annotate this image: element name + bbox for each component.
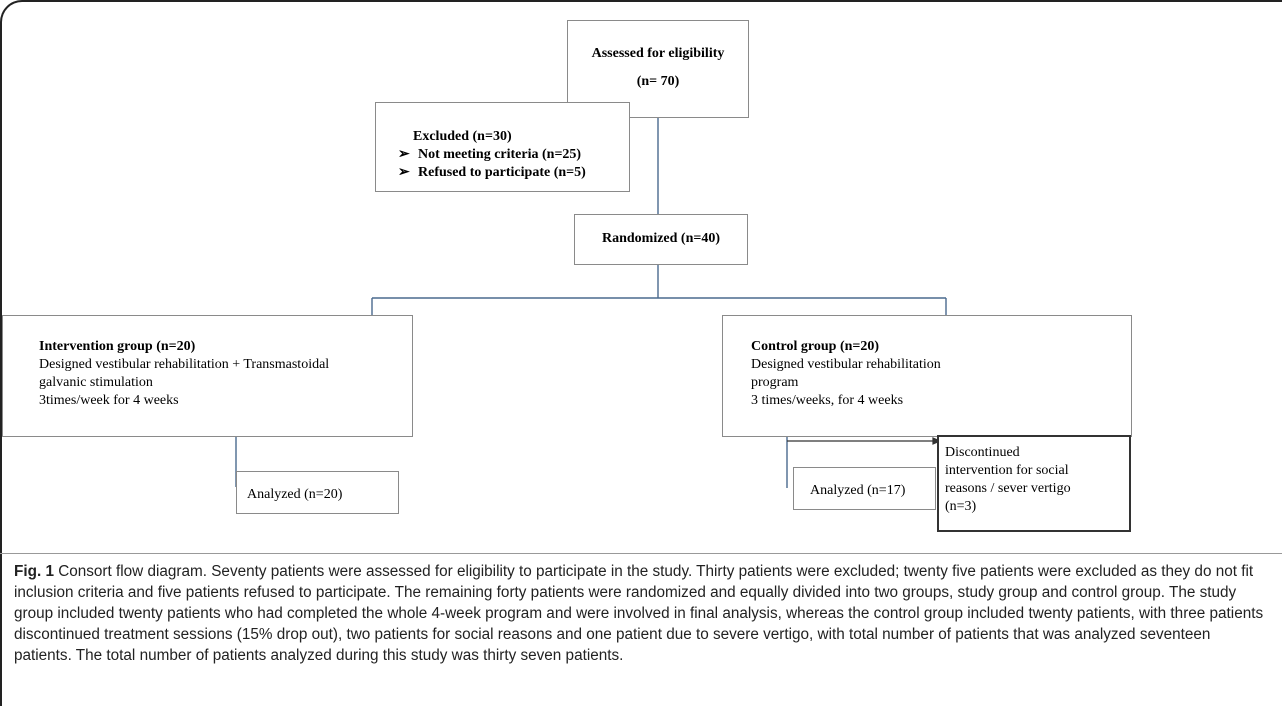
analyzed-control-box: Analyzed (n=17) bbox=[793, 467, 936, 510]
discontinued-line: (n=3) bbox=[945, 499, 977, 514]
bullet-arrow-icon: ➢ bbox=[398, 147, 410, 162]
randomized-title: Randomized (n=40) bbox=[601, 231, 721, 246]
discontinued-box: Discontinued intervention for social rea… bbox=[937, 435, 1131, 532]
analyzed-intervention-label: Analyzed (n=20) bbox=[247, 487, 343, 502]
assessed-title: Assessed for eligibility bbox=[591, 46, 725, 61]
excluded-item-label: Refused to participate (n=5) bbox=[418, 165, 586, 180]
assessed-box: Assessed for eligibility (n= 70) bbox=[567, 20, 749, 118]
analyzed-control-label: Analyzed (n=17) bbox=[810, 483, 906, 498]
discontinued-line: reasons / sever vertigo bbox=[945, 481, 1071, 496]
arrowhead-discontinued bbox=[932, 437, 942, 445]
excluded-title: Excluded (n=30) bbox=[413, 129, 512, 144]
control-box: Control group (n=20) Designed vestibular… bbox=[722, 315, 1132, 437]
figure-label: Fig. 1 bbox=[14, 563, 54, 580]
assessed-count: (n= 70) bbox=[636, 74, 680, 89]
analyzed-intervention-box: Analyzed (n=20) bbox=[236, 471, 399, 514]
excluded-box: Excluded (n=30) ➢ Not meeting criteria (n… bbox=[375, 102, 630, 192]
intervention-box: Intervention group (n=20) Designed vesti… bbox=[2, 315, 413, 437]
flow-connectors bbox=[235, 118, 947, 488]
caption-text: Consort flow diagram. Seventy patients w… bbox=[14, 563, 1264, 664]
control-title: Control group (n=20) bbox=[751, 339, 880, 354]
control-line: Designed vestibular rehabilitation bbox=[751, 357, 941, 372]
randomized-box: Randomized (n=40) bbox=[574, 214, 748, 265]
figure-caption: Fig. 1 Consort flow diagram. Seventy pat… bbox=[14, 561, 1272, 666]
excluded-item: ➢ Not meeting criteria (n=25) bbox=[398, 146, 629, 164]
intervention-line: galvanic stimulation bbox=[39, 375, 153, 390]
control-line: program bbox=[751, 375, 799, 390]
discontinued-line: intervention for social bbox=[945, 463, 1069, 478]
intervention-title: Intervention group (n=20) bbox=[39, 339, 196, 354]
discontinued-line: Discontinued bbox=[945, 445, 1020, 460]
bullet-arrow-icon: ➢ bbox=[398, 165, 410, 180]
excluded-item: ➢ Refused to participate (n=5) bbox=[398, 164, 629, 182]
intervention-line: Designed vestibular rehabilitation + Tra… bbox=[39, 357, 330, 372]
excluded-item-label: Not meeting criteria (n=25) bbox=[418, 147, 582, 162]
control-line: 3 times/weeks, for 4 weeks bbox=[751, 393, 904, 408]
caption-divider bbox=[0, 553, 1282, 554]
intervention-line: 3times/week for 4 weeks bbox=[39, 393, 179, 408]
